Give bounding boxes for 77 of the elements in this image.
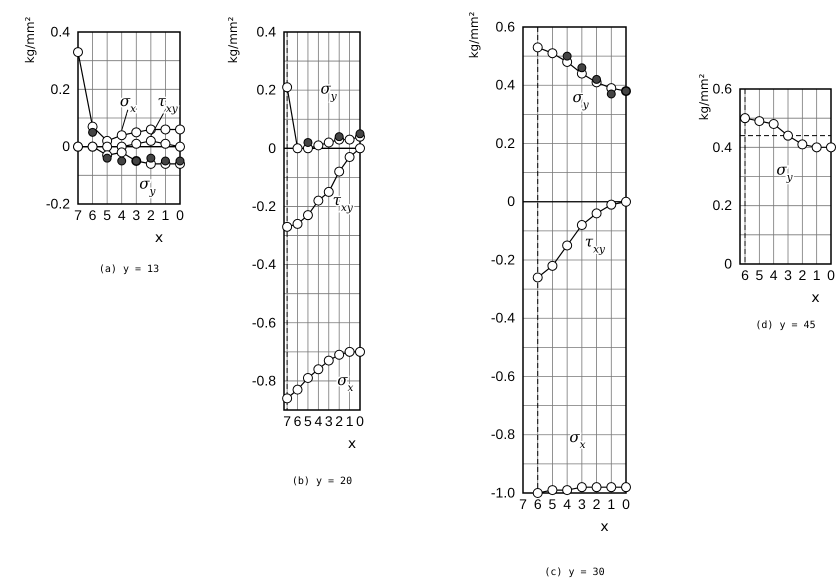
x-tick-label: 4 xyxy=(563,496,572,512)
y-tick-label: -0.4 xyxy=(490,310,516,326)
y-tick-label: -0.2 xyxy=(252,198,276,214)
text: (b) y = 20 xyxy=(292,476,352,487)
y-tick-label: 0.4 xyxy=(712,138,732,155)
x-tick-label: 1 xyxy=(607,496,616,512)
x-tick-label: 6 xyxy=(88,206,97,223)
y-axis-title: kg/mm² xyxy=(467,11,481,58)
y-tick-label: -0.2 xyxy=(490,251,516,268)
series-label: σ$_{x}$ xyxy=(337,370,354,394)
x-tick-label: 3 xyxy=(784,266,792,283)
x-axis-title: x xyxy=(600,519,609,535)
x-tick-label: 4 xyxy=(314,412,322,429)
series-label: σ$_{x}$ xyxy=(120,92,136,115)
y-tick-label: -0.4 xyxy=(252,256,276,272)
y-tick-label: 0.4 xyxy=(256,23,276,40)
x-tick-label: 5 xyxy=(103,206,112,223)
y-tick-label: 0.2 xyxy=(50,80,70,97)
y-axis-title: kg/mm² xyxy=(697,73,711,120)
x-tick-label: 5 xyxy=(304,412,312,429)
x-tick-label: 2 xyxy=(335,412,344,429)
x-tick-label: 2 xyxy=(146,206,155,223)
x-tick-label: 4 xyxy=(118,206,126,223)
y-tick-label: 0.4 xyxy=(496,76,516,93)
y-tick-label: 0.2 xyxy=(256,82,276,98)
x-tick-label: 5 xyxy=(755,266,764,283)
x-tick-label: 7 xyxy=(74,206,82,223)
series-label: σ$_{y}$ xyxy=(320,80,338,103)
y-tick-label: -0.6 xyxy=(490,368,516,384)
y-tick-label: -1.0 xyxy=(490,484,516,500)
x-tick-label: 1 xyxy=(162,206,170,223)
x-tick-label: 0 xyxy=(622,496,630,512)
x-axis-title: x xyxy=(154,230,164,246)
y-tick-label: -0.8 xyxy=(490,426,516,442)
x-tick-label: 3 xyxy=(578,496,586,512)
x-tick-label: 0 xyxy=(176,206,184,223)
x-tick-label: 5 xyxy=(548,496,557,512)
x-tick-label: 0 xyxy=(827,266,836,283)
y-axis-title: kg/mm² xyxy=(226,16,240,64)
text: (a) y = 13 xyxy=(98,264,160,275)
x-tick-label: 7 xyxy=(283,412,292,429)
series-label: σ$_{y}$ xyxy=(139,174,156,198)
series-label: τ$_{xy}$ xyxy=(584,232,606,256)
text: (d) y = 45 xyxy=(755,320,816,331)
series-label: τ$_{xy}$ xyxy=(158,92,179,115)
x-tick-label: 3 xyxy=(132,206,140,223)
y-tick-label: 0 xyxy=(62,138,70,154)
x-tick-label: 1 xyxy=(346,412,354,429)
x-tick-label: 0 xyxy=(356,412,364,429)
y-tick-label: 0 xyxy=(507,193,516,210)
x-tick-label: 2 xyxy=(592,496,601,512)
y-tick-label: -0.2 xyxy=(46,195,70,212)
x-tick-label: 6 xyxy=(534,496,542,512)
text: σ$_{x}$ xyxy=(569,428,586,452)
x-tick-label: 6 xyxy=(741,266,750,283)
y-tick-label: 0.2 xyxy=(496,134,516,151)
x-tick-label: 4 xyxy=(770,266,778,283)
x-tick-label: 3 xyxy=(324,412,333,429)
text: (c) y = 30 xyxy=(544,567,605,578)
x-axis-title: x xyxy=(348,436,356,452)
y-tick-label: 0.2 xyxy=(712,197,732,214)
y-tick-label: 0.4 xyxy=(50,23,70,40)
series-label: σ$_{y}$ xyxy=(572,88,590,111)
x-tick-label: 7 xyxy=(519,496,528,512)
x-tick-label: 6 xyxy=(294,412,302,429)
x-axis-title: x xyxy=(811,290,820,306)
y-tick-label: 0 xyxy=(724,255,732,272)
x-tick-label: 2 xyxy=(798,266,806,283)
series-label: σ$_{y}$ xyxy=(776,160,794,184)
y-tick-label: 0.6 xyxy=(496,18,516,34)
series-label: τ$_{xy}$ xyxy=(332,191,354,214)
y-axis-title: kg/mm² xyxy=(23,16,37,64)
y-tick-label: 0.6 xyxy=(712,80,732,96)
y-tick-label: -0.8 xyxy=(252,372,276,388)
y-tick-label: 0 xyxy=(268,140,276,156)
y-tick-label: -0.6 xyxy=(252,314,276,330)
x-tick-label: 1 xyxy=(812,266,821,283)
